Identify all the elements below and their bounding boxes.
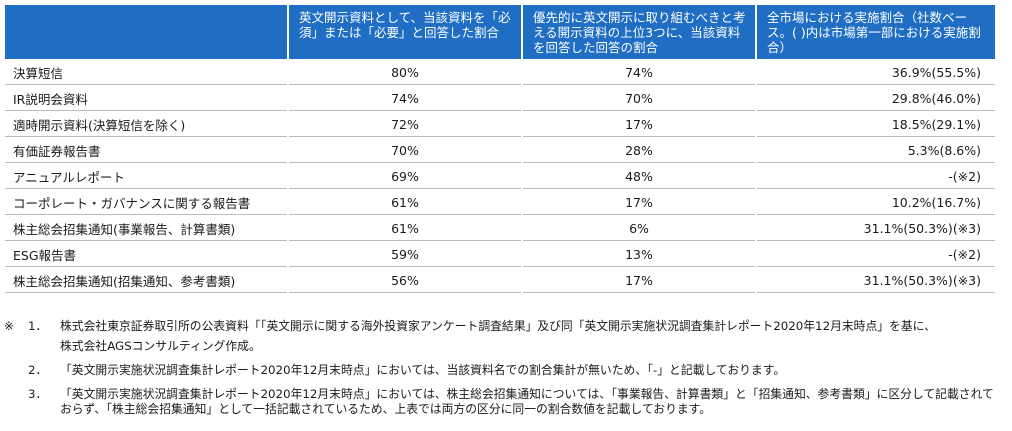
priority-ratio-cell: 17% <box>523 113 755 137</box>
row-label: 株主総会招集通知(事業報告、計算書類) <box>5 217 287 241</box>
footnote-text: 「英文開示実施状況調査集計レポート2020年12月末時点」においては、当該資料名… <box>60 363 786 377</box>
table-row: ESG報告書 59% 13% -(※2) <box>5 243 995 267</box>
table-row: 適時開示資料(決算短信を除く) 72% 17% 18.5%(29.1%) <box>5 113 995 137</box>
row-label: 決算短信 <box>5 61 287 85</box>
table-row: アニュアルレポート 69% 48% -(※2) <box>5 165 995 189</box>
row-label: 有価証券報告書 <box>5 139 287 163</box>
priority-ratio-cell: 70% <box>523 87 755 111</box>
implementation-ratio-cell: 10.2%(16.7%) <box>757 191 995 215</box>
priority-ratio-cell: 6% <box>523 217 755 241</box>
footnote-text: 株式会社東京証券取引所の公表資料「「英文開示に関する海外投資家アンケート調査結果… <box>60 319 936 333</box>
required-ratio-cell: 72% <box>289 113 521 137</box>
footnote-text: 「英文開示実施状況調査集計レポート2020年12月末時点」においては、株主総会招… <box>60 387 994 416</box>
survey-table: 英文開示資料として、当該資料を「必須」または「必要」と回答した割合 優先的に英文… <box>3 3 997 295</box>
header-priority-ratio: 優先的に英文開示に取り組むべきと考える開示資料の上位3つに、当該資料を回答した回… <box>523 5 755 59</box>
implementation-ratio-cell: 18.5%(29.1%) <box>757 113 995 137</box>
row-label: ESG報告書 <box>5 243 287 267</box>
footnote-1: ※ 1． 株式会社東京証券取引所の公表資料「「英文開示に関する海外投資家アンケー… <box>4 319 1004 354</box>
footnotes: ※ 1． 株式会社東京証券取引所の公表資料「「英文開示に関する海外投資家アンケー… <box>4 319 1004 426</box>
implementation-ratio-cell: 5.3%(8.6%) <box>757 139 995 163</box>
table-header-row: 英文開示資料として、当該資料を「必須」または「必要」と回答した割合 優先的に英文… <box>5 5 995 59</box>
required-ratio-cell: 80% <box>289 61 521 85</box>
priority-ratio-cell: 17% <box>523 191 755 215</box>
table-row: 株主総会招集通知(事業報告、計算書類) 61% 6% 31.1%(50.3%)(※3) <box>5 217 995 241</box>
footnote-continuation: 株式会社AGSコンサルティング作成。 <box>60 339 261 353</box>
priority-ratio-cell: 48% <box>523 165 755 189</box>
implementation-ratio-cell: -(※2) <box>757 165 995 189</box>
footnote-2: 2． 「英文開示実施状況調査集計レポート2020年12月末時点」においては、当該… <box>4 363 1004 378</box>
footnote-number: 1． <box>28 319 48 333</box>
required-ratio-cell: 59% <box>289 243 521 267</box>
required-ratio-cell: 74% <box>289 87 521 111</box>
header-required-ratio: 英文開示資料として、当該資料を「必須」または「必要」と回答した割合 <box>289 5 521 59</box>
implementation-ratio-cell: 29.8%(46.0%) <box>757 87 995 111</box>
table-row: コーポレート・ガバナンスに関する報告書 61% 17% 10.2%(16.7%) <box>5 191 995 215</box>
priority-ratio-cell: 17% <box>523 269 755 293</box>
priority-ratio-cell: 28% <box>523 139 755 163</box>
required-ratio-cell: 70% <box>289 139 521 163</box>
row-label: 適時開示資料(決算短信を除く) <box>5 113 287 137</box>
header-blank-cell <box>5 5 287 59</box>
row-label: アニュアルレポート <box>5 165 287 189</box>
table-row: 有価証券報告書 70% 28% 5.3%(8.6%) <box>5 139 995 163</box>
implementation-ratio-cell: 31.1%(50.3%)(※3) <box>757 217 995 241</box>
table-row: 決算短信 80% 74% 36.9%(55.5%) <box>5 61 995 85</box>
footnote-number: 2． <box>28 363 48 377</box>
required-ratio-cell: 61% <box>289 191 521 215</box>
footnote-number: 3． <box>28 387 48 401</box>
required-ratio-cell: 69% <box>289 165 521 189</box>
priority-ratio-cell: 13% <box>523 243 755 267</box>
table-row: 株主総会招集通知(招集通知、参考書類) 56% 17% 31.1%(50.3%)(※3… <box>5 269 995 293</box>
required-ratio-cell: 56% <box>289 269 521 293</box>
implementation-ratio-cell: -(※2) <box>757 243 995 267</box>
footnote-3: 3． 「英文開示実施状況調査集計レポート2020年12月末時点」においては、株主… <box>4 387 1004 417</box>
row-label: 株主総会招集通知(招集通知、参考書類) <box>5 269 287 293</box>
implementation-ratio-cell: 31.1%(50.3%)(※3) <box>757 269 995 293</box>
row-label: IR説明会資料 <box>5 87 287 111</box>
header-implementation-ratio: 全市場における実施割合（社数ベース。( )内は市場第一部における実施割合） <box>757 5 995 59</box>
row-label: コーポレート・ガバナンスに関する報告書 <box>5 191 287 215</box>
required-ratio-cell: 61% <box>289 217 521 241</box>
implementation-ratio-cell: 36.9%(55.5%) <box>757 61 995 85</box>
footnote-mark: ※ <box>4 319 14 333</box>
priority-ratio-cell: 74% <box>523 61 755 85</box>
table-row: IR説明会資料 74% 70% 29.8%(46.0%) <box>5 87 995 111</box>
